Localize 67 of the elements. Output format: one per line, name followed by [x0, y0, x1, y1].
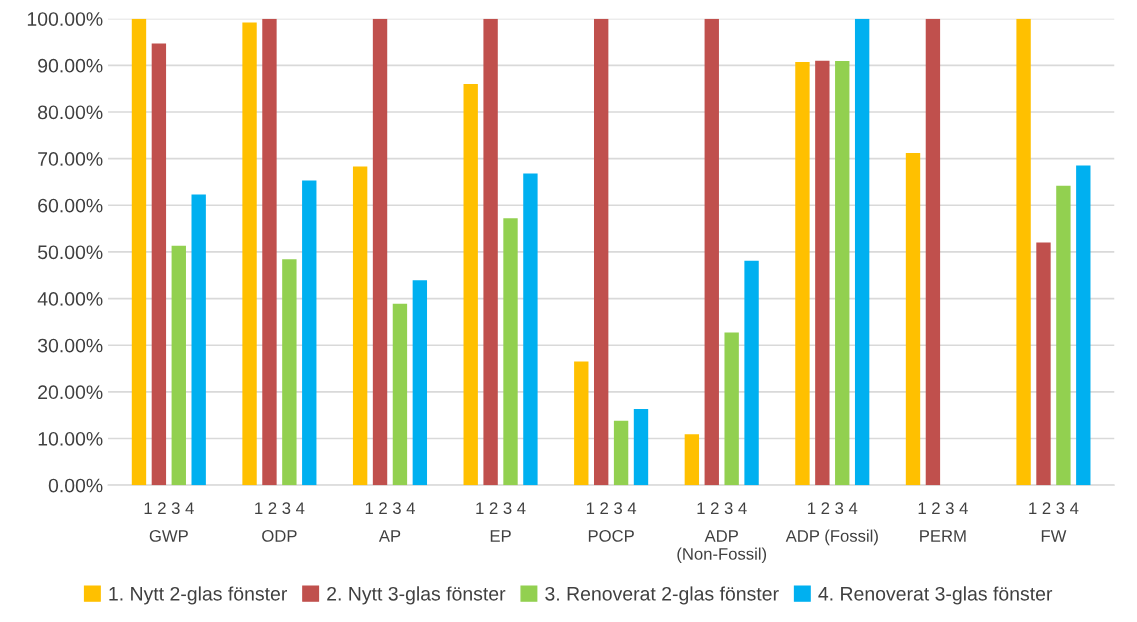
- y-tick-label: 70.00%: [38, 152, 103, 166]
- y-tick-label: 40.00%: [37, 292, 103, 306]
- x-tick-label: EP: [490, 530, 511, 542]
- bar: [131, 18, 147, 486]
- text: 1 2 3 4: [1029, 502, 1079, 515]
- bar: [242, 22, 257, 486]
- bar: [854, 18, 870, 486]
- bar: [815, 60, 830, 486]
- legend-label: 1. Nytt 2-glas fönster: [109, 586, 287, 605]
- x-tick-label: ADP (Non-Fossil): [677, 530, 767, 564]
- bar: [704, 18, 719, 486]
- y-tick-label: 20.00%: [38, 385, 103, 400]
- bar: [613, 420, 629, 486]
- x-tick-label: GWP: [149, 530, 188, 542]
- bar: [412, 280, 428, 486]
- y-tick-label: 100.00%: [27, 12, 103, 26]
- bar: [1076, 165, 1091, 486]
- text: 1 2 3 4: [697, 502, 747, 515]
- bar: [835, 61, 850, 486]
- bar: [684, 434, 700, 486]
- y-tick-label: 10.00%: [38, 431, 103, 446]
- legend-label: 4. Renoverat 3-glas fönster: [818, 586, 1053, 605]
- bar: [795, 62, 810, 486]
- bar: [392, 303, 408, 486]
- bar: [282, 259, 297, 486]
- bar: [262, 18, 277, 486]
- bar: [171, 245, 186, 486]
- legend-label: 3. Renoverat 2-glas fönster: [545, 586, 779, 605]
- y-tick-label: 80.00%: [38, 105, 103, 120]
- bar: [1056, 185, 1071, 486]
- bar: [352, 166, 368, 486]
- x-tick-label: FW: [1041, 530, 1067, 542]
- x-tick-label: POCP: [588, 530, 634, 542]
- text: 1 2 3 4: [255, 502, 305, 515]
- y-tick-label: 0.00%: [48, 478, 103, 493]
- bar: [503, 218, 518, 486]
- bar: [372, 18, 388, 486]
- x-tick-label: ADP (Fossil): [785, 529, 878, 546]
- bar: [744, 260, 759, 486]
- y-tick-label: 60.00%: [38, 198, 103, 213]
- bar: [1016, 18, 1031, 486]
- text: 1 2 3 4: [586, 502, 637, 515]
- y-tick-label: 30.00%: [37, 338, 103, 353]
- y-tick-label: 50.00%: [37, 245, 103, 260]
- text: 1 2 3 4: [918, 502, 968, 515]
- bar: [574, 361, 589, 486]
- text: 1 2 3 4: [144, 502, 194, 515]
- text: 1 2 3 4: [476, 502, 526, 515]
- text: 1 2 3 4: [365, 502, 415, 515]
- bar: [523, 173, 538, 486]
- legend-label: 2. Nytt 3-glas fönster: [327, 586, 506, 605]
- x-tick-label: PERM: [920, 530, 966, 542]
- bar: [724, 332, 739, 486]
- x-tick-label: ODP: [262, 530, 297, 542]
- bar: [483, 18, 498, 486]
- bar: [594, 18, 609, 486]
- bar: [191, 194, 206, 486]
- bar: [633, 409, 649, 486]
- bar: [302, 180, 317, 486]
- y-tick-label: 90.00%: [38, 58, 103, 73]
- bar: [925, 18, 941, 486]
- bar: [463, 83, 478, 486]
- bar: [905, 153, 921, 486]
- x-tick-label: AP: [378, 530, 401, 542]
- bar: [1036, 242, 1051, 486]
- bar: [151, 43, 167, 486]
- text: 1 2 3 4: [808, 502, 858, 515]
